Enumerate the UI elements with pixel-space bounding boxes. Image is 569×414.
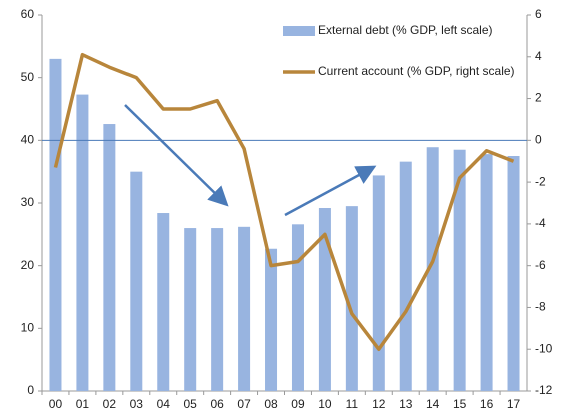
y2-tick-label: -10 <box>535 341 553 355</box>
bar <box>211 228 224 391</box>
bar <box>507 156 520 391</box>
legend-item: Current account (% GDP, right scale) <box>318 64 515 78</box>
x-tick-label: 15 <box>453 397 467 411</box>
y-tick-label: 60 <box>21 7 35 21</box>
y2-tick-label: 4 <box>535 49 542 63</box>
legend-swatch <box>283 26 315 36</box>
y2-tick-label: 2 <box>535 91 542 105</box>
y2-tick-label: 6 <box>535 7 542 21</box>
bar <box>399 161 412 391</box>
y2-tick-label: -4 <box>535 216 546 230</box>
y2-tick-label: -6 <box>535 258 546 272</box>
x-tick-label: 06 <box>210 397 224 411</box>
annotation-arrow <box>284 165 377 217</box>
legend-item: External debt (% GDP, left scale) <box>318 23 493 37</box>
bar <box>453 149 466 391</box>
x-tick-label: 02 <box>103 397 117 411</box>
y2-tick-label: -12 <box>535 383 553 397</box>
bar <box>291 224 304 391</box>
bar <box>318 208 331 391</box>
x-tick-label: 12 <box>372 397 386 411</box>
x-tick-label: 09 <box>291 397 305 411</box>
x-tick-label: 03 <box>130 397 144 411</box>
y-tick-label: 30 <box>21 195 35 209</box>
bar <box>184 228 197 391</box>
bar <box>103 124 116 391</box>
x-tick-label: 07 <box>237 397 251 411</box>
x-tick-label: 17 <box>507 397 521 411</box>
legend-label: Current account (% GDP, right scale) <box>318 64 515 78</box>
bar <box>426 147 439 391</box>
bar <box>157 213 170 391</box>
line <box>53 52 515 351</box>
x-tick-label: 01 <box>76 397 90 411</box>
y2-tick-label: 0 <box>535 133 542 147</box>
x-tick-label: 11 <box>346 397 359 411</box>
x-tick-label: 08 <box>264 397 278 411</box>
bar <box>130 171 143 391</box>
y-tick-label: 0 <box>27 383 34 397</box>
x-tick-label: 05 <box>184 397 198 411</box>
y2-tick-label: -2 <box>535 174 546 188</box>
bar <box>345 206 358 391</box>
y-tick-label: 20 <box>21 258 35 272</box>
y-tick-label: 10 <box>21 321 35 335</box>
x-tick-label: 10 <box>318 397 332 411</box>
bar <box>480 154 493 391</box>
y2-tick-label: -8 <box>535 300 546 314</box>
x-tick-label: 16 <box>480 397 494 411</box>
y-tick-label: 40 <box>21 133 35 147</box>
legend-label: External debt (% GDP, left scale) <box>318 23 493 37</box>
x-tick-label: 04 <box>157 397 171 411</box>
x-tick-label: 13 <box>399 397 413 411</box>
x-tick-label: 00 <box>49 397 63 411</box>
bar <box>49 58 62 391</box>
y-tick-label: 50 <box>21 70 35 84</box>
x-tick-label: 14 <box>426 397 440 411</box>
bar <box>265 248 278 391</box>
bar <box>238 226 251 391</box>
bar <box>76 94 89 391</box>
bar <box>372 175 385 391</box>
annotation-arrow <box>124 104 229 207</box>
